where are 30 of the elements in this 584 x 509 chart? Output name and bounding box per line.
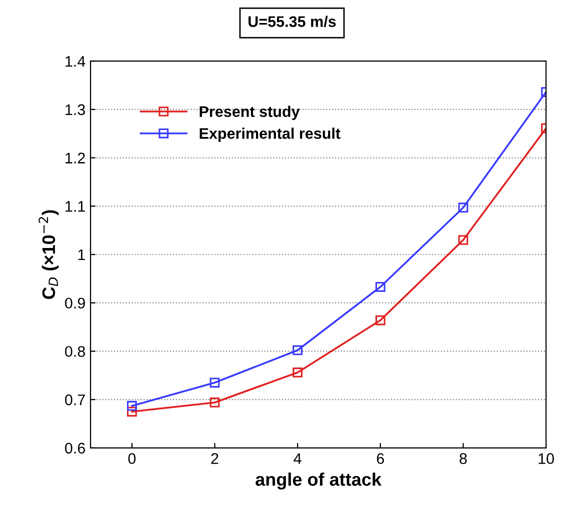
point: [292, 345, 303, 356]
point: [127, 406, 137, 417]
x-axis-title: angle of attack: [256, 472, 382, 490]
x-tick-label: 6: [376, 453, 384, 464]
y-tick-label: 0.8: [65, 346, 85, 357]
y-tick-label: 1.3: [66, 104, 85, 116]
y-axis-title: C$_{D}$ (×10$^{−2}$): [38, 210, 59, 299]
y-tick-label: 1.1: [66, 201, 85, 212]
chart-title: U=55.35 m/s: [248, 16, 336, 28]
y-tick-label: 1.4: [66, 56, 86, 67]
y-tick-label: 1: [78, 250, 85, 260]
point: [210, 378, 220, 388]
point: [292, 368, 303, 378]
point: [458, 235, 468, 245]
x-tick-label: 8: [460, 453, 467, 464]
y-tick-label: 0.7: [65, 394, 85, 406]
y-tick-label: 0.6: [65, 442, 85, 454]
point: [458, 202, 468, 213]
y-tick-label: 1.2: [66, 152, 85, 164]
x-tick-label: 10: [538, 453, 554, 464]
legend-label: Experimental result: [200, 128, 340, 142]
x-tick-label: 4: [294, 453, 302, 464]
point: [375, 282, 386, 292]
point: [375, 315, 386, 326]
x-tick-label: 0: [128, 453, 136, 464]
x-tick-label: 2: [211, 453, 218, 464]
point: [127, 400, 137, 411]
y-tick-label: 0.9: [65, 298, 85, 309]
point: [210, 398, 220, 408]
legend-label: Present study: [200, 106, 300, 120]
